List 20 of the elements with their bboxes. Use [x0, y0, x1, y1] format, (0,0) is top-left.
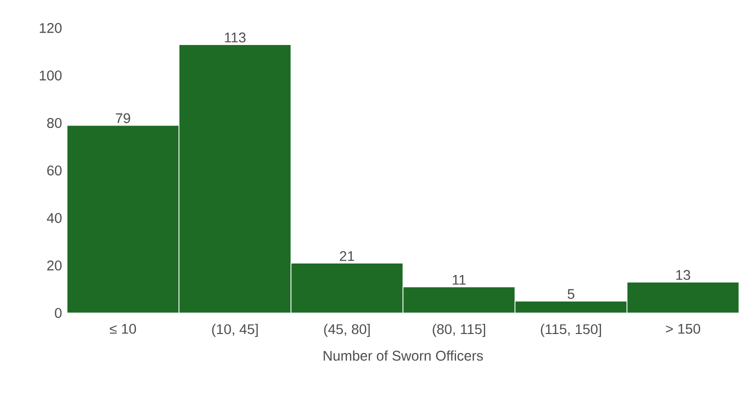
- y-tick-label: 120: [40, 23, 62, 33]
- x-axis-title: Number of Sworn Officers: [324, 350, 483, 361]
- x-tick-label: (115, 150]: [540, 324, 601, 337]
- y-tick-label: 20: [47, 260, 62, 270]
- data-label: 79: [116, 113, 130, 124]
- x-tick-label: (45, 80]: [324, 324, 370, 337]
- x-tick-label: ≤ 10: [110, 324, 136, 334]
- data-label: 21: [340, 251, 354, 261]
- y-tick-label: 40: [46, 213, 62, 223]
- x-tick-label: > 150: [666, 324, 700, 334]
- x-tick-label: (80, 115]: [432, 324, 486, 337]
- y-tick-label: 100: [40, 70, 62, 80]
- data-label: 5: [568, 289, 574, 299]
- data-label: 113: [224, 32, 246, 42]
- x-tick-label: (10, 45]: [212, 324, 258, 337]
- data-label: 13: [676, 270, 690, 280]
- data-label: 11: [452, 275, 466, 285]
- y-tick-label: 60: [47, 166, 62, 176]
- y-tick-label: 80: [47, 118, 62, 128]
- y-tick-label: 0: [54, 308, 62, 318]
